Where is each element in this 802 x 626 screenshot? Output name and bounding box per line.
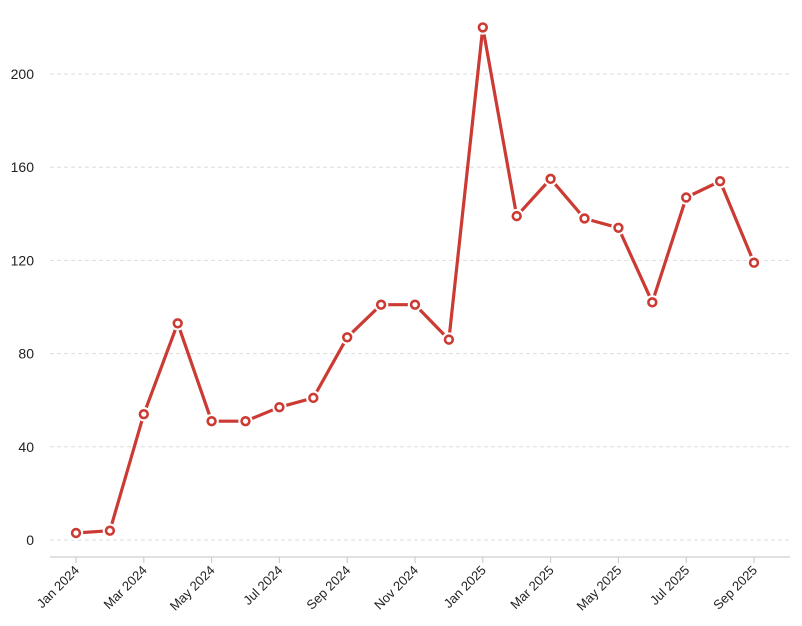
data-point-center [107, 528, 113, 534]
data-point [441, 332, 457, 347]
data-point [611, 220, 626, 235]
data-point-center [615, 225, 622, 231]
data-point-center [649, 299, 655, 305]
data-point [170, 316, 185, 331]
data-point-center [581, 215, 588, 222]
data-point-center [446, 337, 452, 343]
data-point [136, 406, 152, 422]
series-line [74, 25, 756, 535]
x-tick-label: Jan 2024 [34, 563, 82, 611]
y-tick-label: 200 [11, 66, 35, 82]
data-point-center [73, 530, 79, 536]
x-tick-label: Sep 2025 [710, 563, 760, 613]
y-tick-label: 0 [26, 532, 34, 548]
data-point [679, 190, 694, 205]
y-tick-label: 120 [11, 252, 35, 268]
data-point-center [344, 334, 350, 340]
data-point-center [683, 194, 689, 201]
x-tick-label: Jul 2025 [647, 563, 692, 608]
data-point-center [412, 302, 418, 308]
data-point [543, 171, 558, 187]
data-point [407, 297, 423, 312]
y-tick-label: 80 [18, 346, 34, 362]
data-point-center [480, 24, 486, 30]
data-point [373, 297, 389, 312]
y-tick-label: 160 [11, 159, 35, 175]
data-point-center [751, 260, 757, 266]
data-points [68, 20, 762, 541]
data-point [509, 208, 524, 224]
data-point-center [141, 411, 147, 417]
x-tick-label: Jul 2024 [240, 563, 285, 608]
x-tick-label: Mar 2025 [507, 563, 556, 612]
x-tick-label: May 2024 [167, 563, 218, 614]
data-point-center [242, 418, 249, 424]
data-point [645, 295, 660, 310]
tick-labels: 0 40 80 120 160 200 Jan 2024 Mar 2024 May 2024 Ju… [11, 66, 760, 613]
axes [50, 556, 790, 563]
data-point [340, 330, 355, 345]
y-tick-label: 40 [18, 439, 34, 455]
data-point [577, 211, 592, 226]
data-point-center [717, 178, 723, 184]
data-point-center [378, 302, 384, 308]
data-point [272, 399, 287, 415]
data-point-center [514, 213, 520, 219]
x-tick-label: Sep 2024 [303, 563, 353, 613]
data-point-center [276, 404, 282, 410]
data-point [238, 413, 253, 429]
data-point [712, 173, 728, 189]
x-tick-label: Mar 2024 [100, 563, 149, 612]
data-point-center [548, 176, 554, 182]
x-tick-label: Jan 2025 [440, 563, 488, 611]
data-point-center [310, 395, 316, 401]
data-point [746, 255, 762, 270]
x-tick-label: May 2025 [574, 563, 625, 614]
series-layer [74, 25, 756, 535]
data-point [475, 20, 490, 35]
data-point [102, 523, 118, 538]
data-point [306, 390, 321, 406]
data-point-center [175, 320, 181, 326]
data-point-center [209, 418, 215, 424]
data-point [204, 413, 219, 429]
x-tick-label: Nov 2024 [371, 563, 421, 613]
data-point [68, 525, 84, 541]
